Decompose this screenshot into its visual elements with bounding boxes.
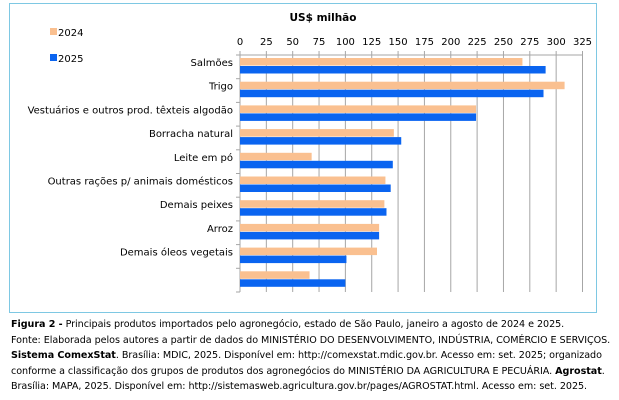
source-name-comexstat: Sistema ComexStat: [11, 350, 116, 362]
figure-label: Figura 2 -: [11, 319, 63, 330]
bar-2025: [240, 137, 402, 145]
bar-2025: [240, 113, 477, 121]
bar-2025: [240, 208, 387, 216]
x-tick-label: 175: [415, 37, 434, 48]
x-tick-label: 275: [520, 37, 539, 48]
bar-2025: [240, 255, 347, 264]
bar-2024: [240, 81, 565, 90]
x-tick-label: 100: [336, 37, 355, 48]
x-tick-label: 200: [441, 37, 460, 48]
category-label: Demais peixes: [160, 200, 233, 211]
bar-2025: [240, 66, 546, 74]
caption-title-line: Figura 2 - Principais produtos importado…: [11, 317, 611, 333]
category-labels: Salmões Trigo Vestuários e outros prod. tê…: [28, 58, 233, 259]
bar-2025: [240, 184, 391, 192]
legend-swatch-2024: [50, 28, 57, 35]
legend-label: 2024: [58, 28, 83, 39]
bar-2024: [240, 271, 310, 279]
category-label: Salmões: [191, 58, 233, 69]
x-tick-label: 25: [260, 37, 273, 48]
x-tick-label: 125: [362, 37, 381, 48]
x-tick-label: 250: [494, 37, 513, 48]
source-details-1: . Brasília: MDIC, 2025. Disponível em: h…: [115, 350, 602, 362]
bar-2025: [240, 279, 346, 287]
category-label: Trigo: [208, 82, 233, 93]
x-tick-label: 150: [389, 37, 408, 48]
x-tick-label: 300: [547, 37, 566, 48]
bar-2025: [240, 89, 544, 98]
bar-2024: [240, 152, 312, 161]
x-axis-ticks: 0 25 50 75 100 125 150 175 200 225 250 275 300 325: [236, 37, 592, 293]
chart-frame: [9, 3, 597, 313]
legend: 2024 2025: [50, 28, 83, 65]
category-label: Demais óleos vegetais: [120, 247, 233, 259]
caption-source-line-4: Brasília: MAPA, 2025. Disponível em: htt…: [11, 381, 588, 393]
category-label: Leite em pó: [174, 152, 233, 164]
bar-2024: [240, 176, 386, 184]
bar-chart: US$ milhão 0 25 50 75 100 125 150 175 200 225 250 2…: [28, 12, 592, 293]
bar-2025: [240, 231, 380, 240]
category-label: Borracha natural: [149, 129, 233, 140]
bar-2024: [240, 247, 377, 256]
figure-caption: Figura 2 - Principais produtos importado…: [11, 317, 611, 395]
source-punct: .: [601, 365, 605, 377]
bar-2024: [240, 58, 523, 66]
category-label: Outras rações p/ animais domésticos: [48, 176, 233, 188]
x-tick-label: 75: [313, 37, 326, 48]
bar-2024: [240, 223, 380, 232]
category-label: Arroz: [207, 224, 233, 235]
caption-source-line-3: conforme a classificação dos grupos de p…: [11, 364, 611, 380]
x-tick-label: 0: [237, 37, 243, 48]
category-label: Vestuários e outros prod. têxteis algodã…: [28, 104, 233, 116]
source-name-agrostat: Agrostat: [555, 365, 602, 377]
figure-title: Principais produtos importados pelo agro…: [62, 319, 565, 330]
caption-source-line-1: Fonte: Elaborada pelos autores a partir …: [11, 334, 611, 346]
x-tick-label: 225: [468, 37, 487, 48]
legend-label: 2025: [58, 54, 83, 65]
caption-source-line-2: Sistema ComexStat. Brasília: MDIC, 2025.…: [11, 348, 611, 364]
bar-2024: [240, 200, 385, 208]
x-tick-label: 50: [286, 37, 299, 48]
bars: [240, 58, 565, 287]
x-axis-title: US$ milhão: [290, 12, 357, 24]
legend-swatch-2025: [50, 54, 57, 61]
x-tick-label: 325: [573, 37, 592, 48]
bar-2025: [240, 160, 393, 169]
bar-2024: [240, 129, 394, 137]
bar-2024: [240, 105, 477, 113]
source-details-2: conforme a classificação dos grupos de p…: [11, 365, 556, 377]
